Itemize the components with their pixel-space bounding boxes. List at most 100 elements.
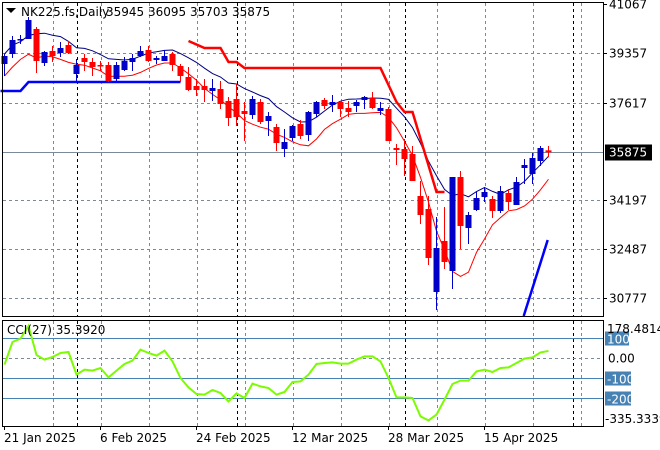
candle-body — [209, 88, 216, 91]
cci-max-label: 178.4814 — [607, 322, 660, 336]
candle — [137, 46, 144, 57]
candle-body — [521, 165, 528, 168]
candle — [177, 64, 184, 82]
stop-line — [187, 39, 445, 194]
candle — [241, 102, 248, 141]
candle-body — [9, 40, 16, 54]
candle-body — [473, 198, 480, 210]
candle — [57, 42, 64, 57]
candle — [409, 146, 416, 181]
candle — [489, 196, 496, 218]
cci-line — [3, 323, 549, 422]
candle-body — [481, 192, 488, 197]
candle-body — [505, 193, 512, 202]
candle — [521, 159, 528, 184]
cci-zero-label: 0.00 — [608, 352, 635, 366]
candle-body — [409, 154, 416, 181]
candle — [41, 51, 48, 66]
cci-level-label: 100 — [607, 333, 630, 347]
date-axis-label: 15 Apr 2025 — [484, 431, 558, 445]
candle-body — [113, 65, 120, 79]
candle — [193, 79, 200, 96]
cci-level-label: -100 — [607, 373, 634, 387]
date-axis-label: 28 Mar 2025 — [388, 431, 464, 445]
candle-body — [97, 65, 104, 67]
current-price-tag — [605, 144, 652, 161]
candle-body — [369, 98, 376, 108]
cci-header: CCI(27) 35.3920 — [7, 323, 105, 337]
candle — [249, 96, 256, 119]
date-axis-label: 12 Mar 2025 — [292, 431, 368, 445]
candle — [505, 189, 512, 210]
candle — [465, 212, 472, 244]
candle-body — [33, 29, 40, 61]
candle-body — [449, 177, 456, 271]
candle-body — [529, 158, 536, 174]
candle-body — [265, 116, 272, 121]
candle — [273, 124, 280, 151]
candle — [393, 144, 400, 165]
candle — [169, 52, 176, 71]
price-axis-label: 41067 — [609, 0, 647, 12]
chart-header: NK225.fs,Daily 35945 36095 35703 35875 — [6, 5, 270, 19]
candle — [481, 187, 488, 202]
ohlc-label: 35945 36095 35703 35875 — [106, 5, 270, 19]
cci-level-tag — [605, 391, 631, 406]
candle-body — [273, 127, 280, 143]
candle — [289, 125, 296, 141]
candle-body — [425, 209, 432, 258]
candle-body — [225, 101, 232, 118]
candle-body — [401, 149, 408, 159]
candle-body — [465, 215, 472, 228]
candle-body — [297, 124, 304, 136]
candle-body — [337, 102, 344, 109]
candle — [97, 61, 104, 71]
candle-body — [545, 150, 552, 153]
candle — [361, 96, 368, 109]
candle-body — [489, 199, 496, 211]
candle — [457, 171, 464, 249]
candle — [497, 186, 504, 213]
candle — [65, 41, 72, 54]
candle — [313, 101, 320, 117]
candle — [513, 177, 520, 205]
price-axis-label: 37617 — [609, 97, 647, 111]
candle-body — [65, 45, 72, 53]
candle-body — [129, 58, 136, 62]
candle — [153, 56, 160, 64]
candle-body — [185, 77, 192, 90]
candle — [377, 102, 384, 115]
candle-body — [121, 61, 128, 70]
candle — [73, 59, 80, 82]
candles — [1, 17, 552, 310]
date-axis-label: 24 Feb 2025 — [196, 431, 271, 445]
candle — [25, 17, 32, 39]
candle-body — [257, 102, 264, 122]
current-price-label: 35875 — [609, 146, 647, 160]
candle-body — [281, 142, 288, 149]
candle — [537, 146, 544, 166]
candle — [329, 95, 336, 112]
candle-body — [241, 111, 248, 114]
candle-body — [25, 20, 32, 39]
candle-body — [537, 148, 544, 161]
date-axis-label: 21 Jan 2025 — [4, 431, 76, 445]
candle — [473, 191, 480, 211]
candle-body — [81, 58, 88, 62]
candle-body — [497, 191, 504, 211]
cci-level-tag — [605, 331, 629, 346]
candle — [545, 146, 552, 158]
candle-body — [41, 52, 48, 63]
candle — [89, 58, 96, 76]
candle — [201, 79, 208, 102]
candle — [233, 84, 240, 126]
cci-min-label: -335.3339 — [605, 412, 660, 426]
candle — [105, 62, 112, 82]
candle-body — [417, 196, 424, 215]
candle-body — [345, 108, 352, 112]
triangle-down-icon[interactable] — [6, 8, 16, 13]
candle-body — [353, 102, 360, 106]
price-axis-label: 30777 — [609, 292, 647, 306]
candle — [353, 100, 360, 112]
